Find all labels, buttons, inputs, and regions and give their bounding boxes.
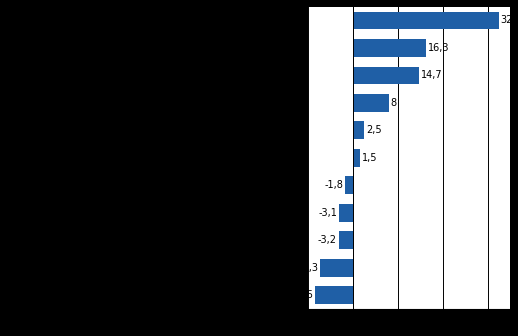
- Bar: [353, 122, 364, 139]
- Text: -8,5: -8,5: [294, 290, 313, 300]
- Text: -1,8: -1,8: [324, 180, 343, 191]
- Bar: [339, 232, 353, 249]
- Text: 16,3: 16,3: [428, 43, 450, 53]
- Bar: [353, 94, 389, 112]
- Bar: [315, 286, 353, 304]
- Bar: [339, 204, 353, 222]
- Text: 32,4: 32,4: [500, 15, 518, 26]
- Text: -7,3: -7,3: [299, 263, 319, 273]
- Text: -3,1: -3,1: [319, 208, 337, 218]
- Text: 14,7: 14,7: [421, 71, 442, 80]
- Text: 1,5: 1,5: [362, 153, 377, 163]
- Bar: [320, 259, 353, 277]
- Text: 8: 8: [391, 98, 397, 108]
- Bar: [353, 149, 360, 167]
- Text: -3,2: -3,2: [318, 236, 337, 245]
- Bar: [353, 39, 426, 57]
- Bar: [353, 11, 498, 30]
- Bar: [353, 67, 419, 84]
- Text: 2,5: 2,5: [366, 125, 382, 135]
- Bar: [345, 176, 353, 194]
